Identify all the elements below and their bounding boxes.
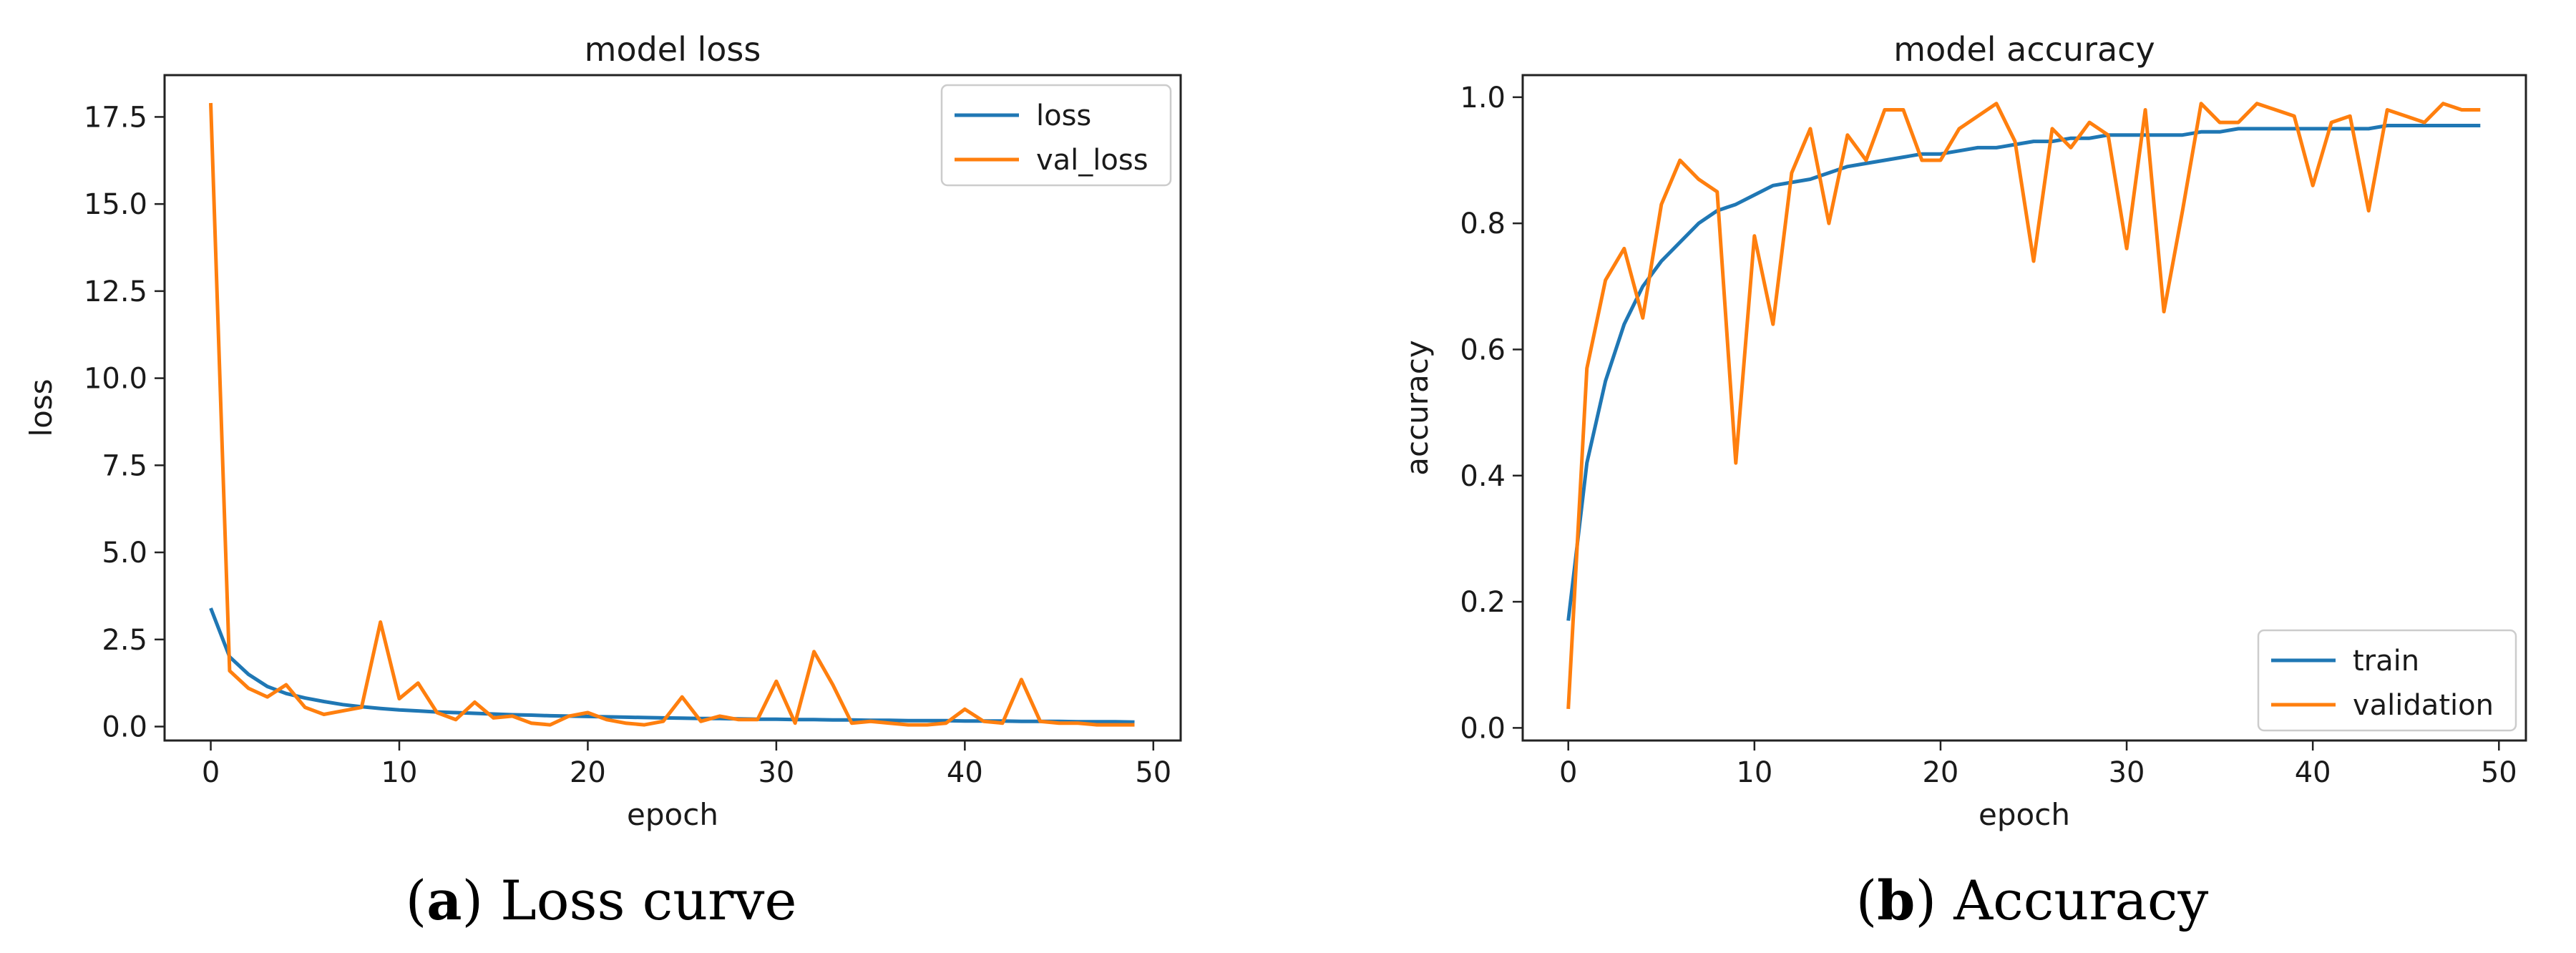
legend-label: loss xyxy=(1036,99,1091,132)
series-line-loss xyxy=(209,607,1135,724)
loss-chart-panel: model loss 0 10 20 30 40 50 0.0 2.5 5.0 7.5 10.0 12.… xyxy=(24,30,1182,932)
legend-label: validation xyxy=(2353,689,2494,722)
x-tick-label: 0 xyxy=(1559,756,1577,789)
y-tick-label: 0.0 xyxy=(1460,712,1506,745)
x-tick-label: 30 xyxy=(758,756,794,789)
legend: loss val_loss xyxy=(940,84,1172,187)
x-tick-label: 50 xyxy=(2481,756,2517,789)
y-axis-label: loss xyxy=(24,378,59,436)
y-tick-label: 0.4 xyxy=(1460,460,1506,493)
y-tick-label: 0.8 xyxy=(1460,207,1506,240)
x-tick-label: 10 xyxy=(1736,756,1772,789)
figure-caption: (a) Loss curve xyxy=(406,869,797,932)
series-line-val-loss xyxy=(209,102,1135,727)
accuracy-chart-panel: model accuracy 0 10 20 30 40 50 0.0 0.2 0.4 0.6 0.8… xyxy=(1400,30,2527,932)
chart-title: model loss xyxy=(585,30,761,69)
y-tick-label: 17.5 xyxy=(84,101,147,134)
x-tick-label: 10 xyxy=(381,756,418,789)
y-tick-label: 2.5 xyxy=(102,624,147,657)
x-tick-label: 20 xyxy=(1922,756,1958,789)
figure-caption: (b) Accuracy xyxy=(1856,869,2209,932)
y-tick-label: 1.0 xyxy=(1460,82,1506,114)
x-tick-label: 20 xyxy=(570,756,606,789)
y-tick-label: 10.0 xyxy=(84,363,147,396)
y-tick-label: 12.5 xyxy=(84,275,147,308)
x-tick-label: 50 xyxy=(1135,756,1171,789)
plot-frame xyxy=(163,74,1182,742)
legend-label: train xyxy=(2353,645,2419,678)
legend-label: val_loss xyxy=(1036,144,1148,177)
x-tick-label: 40 xyxy=(947,756,983,789)
y-tick-label: 15.0 xyxy=(84,188,147,221)
y-tick-label: 0.6 xyxy=(1460,333,1506,366)
legend: train validation xyxy=(2257,629,2517,732)
y-tick-label: 7.5 xyxy=(102,449,147,482)
chart-title: model accuracy xyxy=(1893,30,2155,69)
plot-frame xyxy=(1521,74,2527,742)
x-tick-label: 30 xyxy=(2109,756,2145,789)
y-tick-label: 5.0 xyxy=(102,537,147,570)
x-axis-label: epoch xyxy=(1979,797,2070,832)
x-axis-label: epoch xyxy=(627,797,718,832)
x-tick-label: 0 xyxy=(202,756,220,789)
y-tick-label: 0.2 xyxy=(1460,586,1506,619)
series-line-validation xyxy=(1566,102,2481,710)
y-tick-label: 0.0 xyxy=(102,711,147,744)
y-axis-label: accuracy xyxy=(1400,340,1435,476)
x-tick-label: 40 xyxy=(2295,756,2331,789)
